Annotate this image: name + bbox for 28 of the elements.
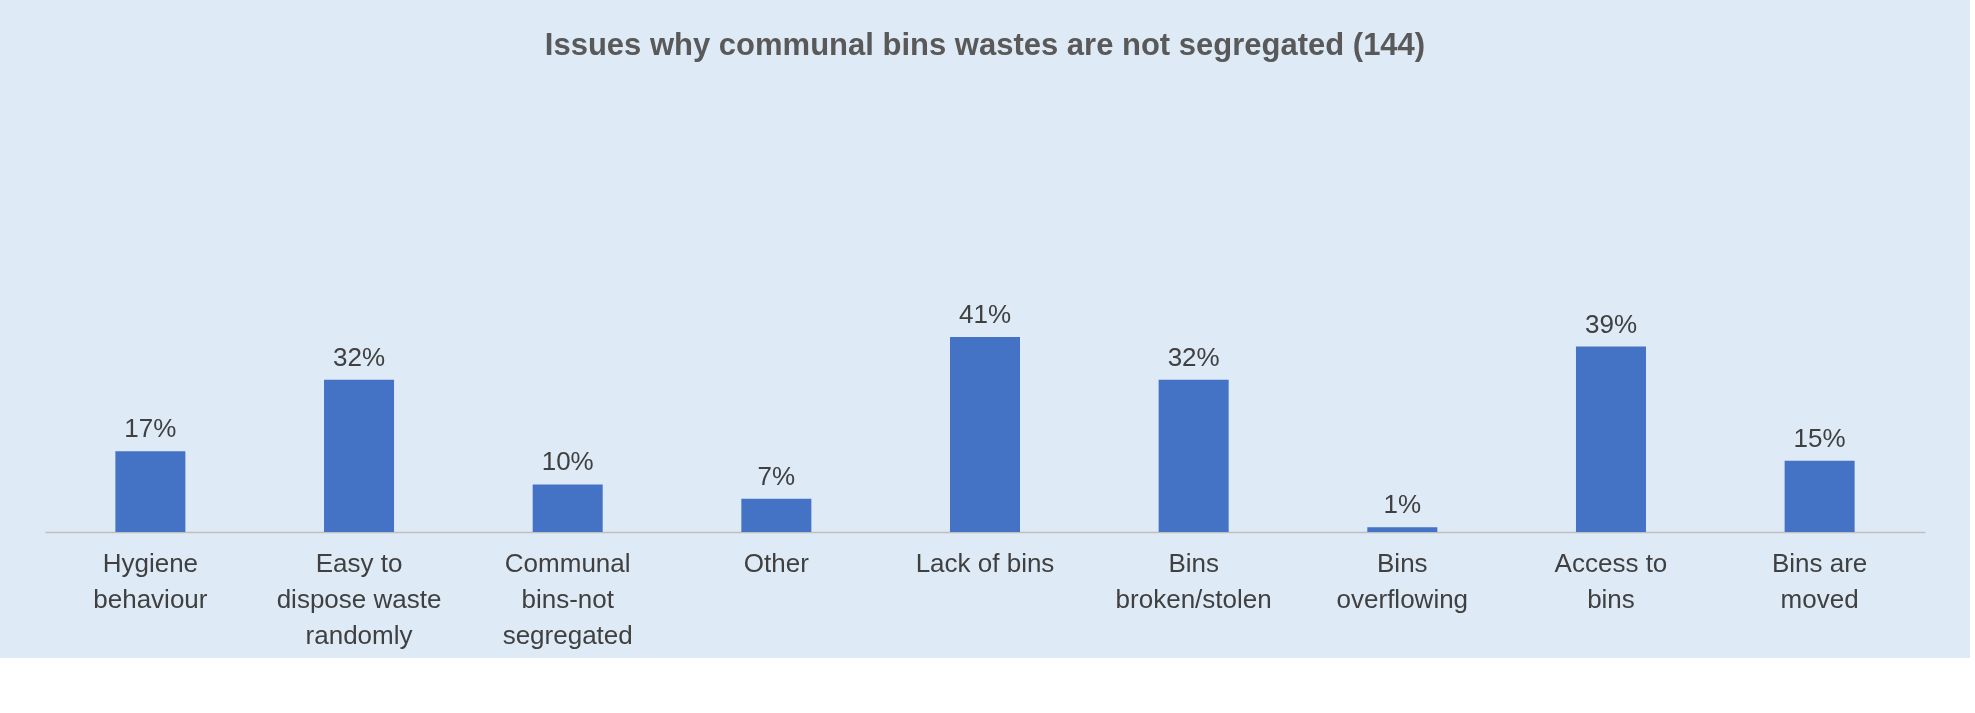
data-label: 32% bbox=[333, 341, 386, 372]
bar bbox=[115, 451, 186, 532]
bar bbox=[1784, 460, 1855, 532]
x-tick-label: Bins broken/stolen bbox=[1115, 547, 1272, 614]
bar bbox=[324, 379, 395, 532]
data-label: 39% bbox=[1584, 308, 1637, 339]
x-tick-label: Lack of bins bbox=[915, 547, 1055, 578]
bar bbox=[1575, 346, 1646, 532]
x-tick-label: Access to bins bbox=[1554, 547, 1668, 614]
data-label: 1% bbox=[1383, 489, 1422, 520]
bar bbox=[950, 337, 1020, 532]
data-label: 17% bbox=[124, 413, 177, 444]
bar bbox=[1158, 379, 1229, 532]
bar bbox=[532, 484, 603, 532]
data-label: 10% bbox=[541, 446, 594, 477]
x-tick-label: Other bbox=[743, 547, 810, 578]
x-tick-label: Easy to dispose waste randomly bbox=[276, 547, 442, 650]
bar bbox=[1367, 527, 1438, 532]
data-label: 32% bbox=[1167, 341, 1220, 372]
x-tick-label: Bins are moved bbox=[1771, 547, 1868, 614]
chart-title: Issues why communal bins wastes are not segregated (144) bbox=[544, 27, 1426, 62]
x-tick-label: Hygiene behaviour bbox=[93, 547, 208, 614]
x-tick-label: Communal bins-not segregated bbox=[502, 547, 633, 650]
data-label: 41% bbox=[958, 299, 1012, 329]
x-tick-label: Bins overflowing bbox=[1336, 547, 1469, 614]
bar bbox=[741, 498, 812, 532]
data-label: 7% bbox=[757, 460, 796, 491]
data-label: 15% bbox=[1793, 422, 1846, 453]
